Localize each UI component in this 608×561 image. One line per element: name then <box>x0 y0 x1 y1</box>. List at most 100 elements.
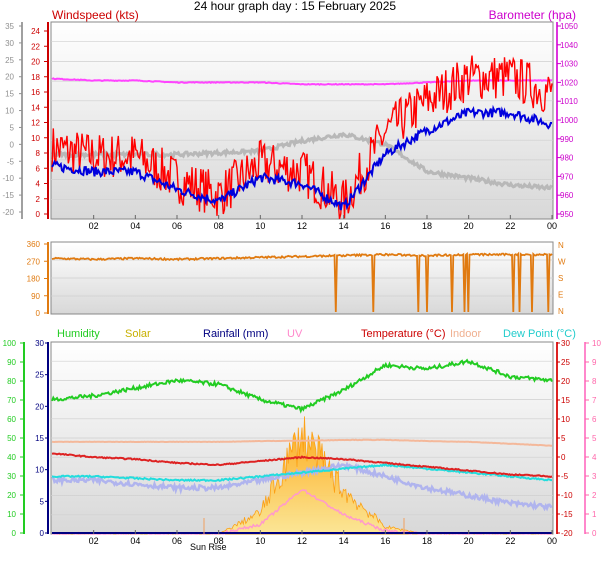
x-tick-label: 00 <box>547 536 557 546</box>
wind-panel: Windspeed (kts) Barometer (hpa) 24222018… <box>2 8 578 231</box>
windspeed-tick-label: 6 <box>36 164 41 173</box>
rainfall-tick-label: 30 <box>35 339 44 348</box>
uv-tick-label: 8 <box>592 377 597 386</box>
uv-tick-label: 7 <box>592 396 597 405</box>
windspeed-tick-label: 2 <box>36 195 41 204</box>
temperature-tick-label: 10 <box>561 415 570 424</box>
x-tick-label: 08 <box>214 221 224 231</box>
temperature-tick-label: 20 <box>561 377 570 386</box>
x-tick-label: 10 <box>255 221 265 231</box>
outer-temp-tick-label: 10 <box>5 107 14 116</box>
x-tick-label: 10 <box>255 536 265 546</box>
x-tick-label: 12 <box>297 221 307 231</box>
x-tick-label: 02 <box>89 221 99 231</box>
temperature-tick-label: -20 <box>561 529 573 538</box>
barometer-tick-label: 950 <box>560 210 574 219</box>
rainfall-tick-label: 15 <box>35 434 44 443</box>
x-tick-label: 04 <box>130 221 140 231</box>
windspeed-tick-label: 10 <box>31 134 40 143</box>
outer-temp-tick-label: 25 <box>5 56 14 65</box>
barometer-tick-label: 1020 <box>560 78 578 87</box>
rainfall-tick-label: 10 <box>35 466 44 475</box>
uv-tick-label: 1 <box>592 510 597 519</box>
outer-temp-tick-label: 35 <box>5 22 14 31</box>
windspeed-tick-label: 12 <box>31 119 40 128</box>
dewpoint-line <box>51 462 552 483</box>
temperature-tick-label: -10 <box>561 491 573 500</box>
x-tick-label: 18 <box>422 221 432 231</box>
windspeed-tick-label: 22 <box>31 42 40 51</box>
windspeed-tick-label: 18 <box>31 73 40 82</box>
legend-item: Humidity <box>57 328 100 340</box>
uv-tick-label: 0 <box>592 529 597 538</box>
uv-tick-label: 10 <box>592 339 601 348</box>
uv-tick-label: 3 <box>592 472 597 481</box>
legend-item: Solar <box>125 328 151 340</box>
temperature-tick-label: 15 <box>561 396 570 405</box>
outer-temp-tick-label: -5 <box>7 157 15 166</box>
outer-temp-tick-label: -20 <box>2 208 14 217</box>
x-tick-label: 16 <box>380 536 390 546</box>
windspeed-tick-label: 0 <box>36 210 41 219</box>
x-tick-label: 00 <box>547 221 557 231</box>
temperature-tick-label: -15 <box>561 510 573 519</box>
windspeed-tick-label: 20 <box>31 58 40 67</box>
x-tick-label: 20 <box>464 221 474 231</box>
humidity-line <box>51 358 553 414</box>
rainfall-tick-label: 5 <box>40 497 45 506</box>
outer-temp-tick-label: 20 <box>5 73 14 82</box>
x-tick-label: 06 <box>172 536 182 546</box>
windspeed-tick-label: 24 <box>31 27 40 36</box>
temperature-line <box>51 452 553 478</box>
barometer-tick-label: 960 <box>560 191 574 200</box>
humidity-tick-label: 20 <box>7 491 16 500</box>
temp-panel: Humidity Solar Rainfall (mm) UV Temperature … <box>3 328 602 552</box>
direction-tick-label: 270 <box>27 257 41 266</box>
compass-tick-label: E <box>558 291 563 300</box>
barometer-line <box>51 77 553 86</box>
windspeed-tick-label: 14 <box>31 103 40 112</box>
humidity-tick-label: 50 <box>7 434 16 443</box>
temperature-tick-label: 30 <box>561 339 570 348</box>
x-tick-label: 20 <box>464 536 474 546</box>
humidity-tick-label: 60 <box>7 415 16 424</box>
x-tick-label: 08 <box>214 536 224 546</box>
chart-title: 24 hour graph day : 15 February 2025 <box>194 0 396 13</box>
x-tick-label: 14 <box>339 536 349 546</box>
humidity-tick-label: 70 <box>7 396 16 405</box>
x-tick-label: 14 <box>339 221 349 231</box>
sunrise-label: Sun Rise <box>190 542 227 552</box>
legend-item: Rainfall (mm) <box>203 328 268 340</box>
rainfall-tick-label: 25 <box>35 371 44 380</box>
x-tick-label: 04 <box>130 536 140 546</box>
barometer-tick-label: 980 <box>560 154 574 163</box>
compass-tick-label: S <box>558 274 563 283</box>
outer-temp-tick-label: -10 <box>2 174 14 183</box>
x-tick-label: 06 <box>172 221 182 231</box>
uv-tick-label: 2 <box>592 491 597 500</box>
rainfall-tick-label: 0 <box>40 529 45 538</box>
barometer-tick-label: 1000 <box>560 116 578 125</box>
direction-tick-label: 360 <box>27 240 41 249</box>
barometer-tick-label: 1040 <box>560 41 578 50</box>
temperature-tick-label: -5 <box>561 472 569 481</box>
compass-tick-label: W <box>558 258 566 267</box>
barometer-tick-label: 970 <box>560 172 574 181</box>
barometer-tick-label: 1030 <box>560 60 578 69</box>
outer-temp-tick-label: 0 <box>10 140 15 149</box>
humidity-tick-label: 90 <box>7 358 16 367</box>
x-tick-label: 12 <box>297 536 307 546</box>
uv-tick-label: 9 <box>592 358 597 367</box>
compass-tick-label: N <box>558 241 564 250</box>
outer-temp-tick-label: -15 <box>2 191 14 200</box>
outer-temp-line <box>51 131 553 192</box>
temperature-tick-label: 0 <box>561 453 566 462</box>
wind-direction-line <box>51 251 553 313</box>
uv-tick-label: 5 <box>592 434 597 443</box>
legend-item: UV <box>287 328 303 340</box>
legend-item: Dew Point (°C) <box>503 328 576 340</box>
humidity-tick-label: 80 <box>7 377 16 386</box>
compass-tick-label: N <box>558 307 564 316</box>
direction-tick-label: 180 <box>27 275 41 284</box>
x-tick-label: 02 <box>89 536 99 546</box>
